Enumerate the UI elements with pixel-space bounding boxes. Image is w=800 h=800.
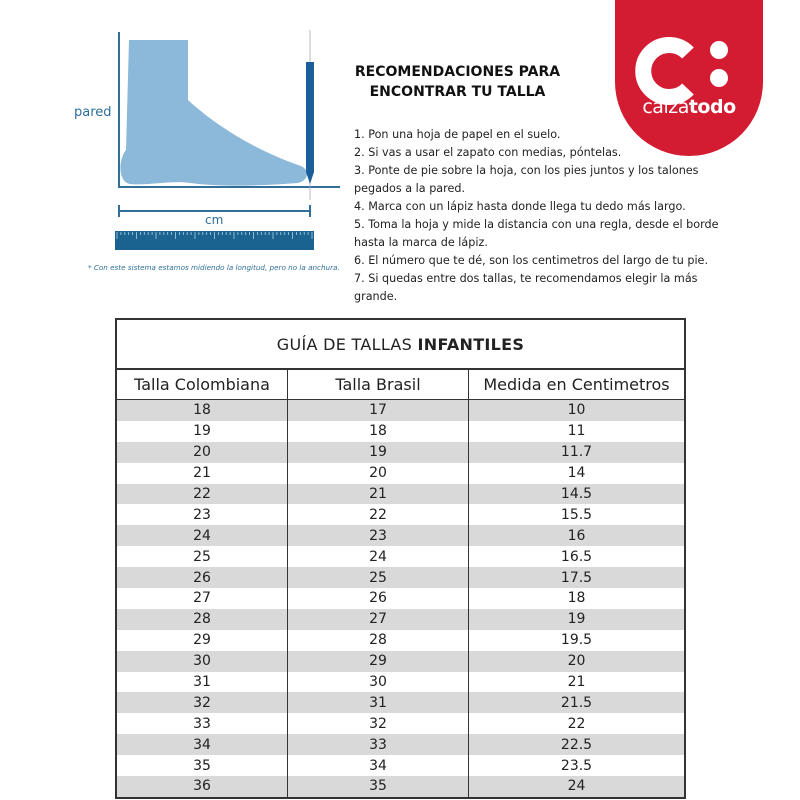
table-cell: 22 xyxy=(287,504,469,526)
table-row: 32 31 21.5 xyxy=(116,692,685,714)
table-cell: 36 xyxy=(116,776,288,798)
table-cell: 25 xyxy=(193,548,211,565)
header-talla-colombiana: Talla Colombiana xyxy=(116,369,288,400)
table-cell: 19 xyxy=(287,441,469,463)
table-row: 24 23 16 xyxy=(116,525,685,547)
table-cell: 24 xyxy=(287,546,469,568)
table-cell: 24 xyxy=(116,525,288,547)
table-cell: 26 xyxy=(287,588,469,609)
step: 1. Pon una hoja de papel en el suelo. xyxy=(354,128,561,141)
table-cell: 22.5 xyxy=(468,734,685,756)
table-cell: 21 xyxy=(287,483,469,505)
table-cell: 27 xyxy=(193,590,211,607)
header-talla-brasil: Talla Brasil xyxy=(287,369,469,400)
table-cell: 32 xyxy=(116,692,288,714)
table-row: 18 17 10 xyxy=(116,399,685,421)
table-row: 19 18 11 xyxy=(116,420,685,442)
table-cell: 18 xyxy=(116,399,288,421)
table-cell: 28 xyxy=(116,608,288,630)
table-cell: 11.7 xyxy=(468,441,685,463)
table-cell: 30 xyxy=(116,650,288,672)
step: 6. El número que te dé, son los centimet… xyxy=(354,254,709,267)
table-cell: 22 xyxy=(468,713,685,735)
table-cell: 14 xyxy=(468,462,685,484)
instructions-heading: RECOMENDACIONES PARA ENCONTRAR TU TALLA xyxy=(354,64,561,100)
table-cell: 19 xyxy=(468,608,685,630)
table-cell: 29 xyxy=(287,650,469,672)
table-cell: 32 xyxy=(287,713,469,735)
table-row: 26 25 17.5 xyxy=(116,567,685,589)
ruler-icon xyxy=(115,231,314,250)
step: 3. Ponte de pie sobre la hoja, con los p… xyxy=(354,164,699,195)
table-cell: 31 xyxy=(287,692,469,714)
table-cell: 23 xyxy=(287,525,469,547)
table-cell: 19 xyxy=(193,423,211,440)
foot-measure-diagram xyxy=(115,30,340,250)
table-row: 21 20 14 xyxy=(116,462,685,484)
table-cell: 25 xyxy=(287,567,469,589)
table-cell: 35 xyxy=(193,757,211,774)
table-row: 25 24 16.5 xyxy=(116,546,685,568)
length-label: cm xyxy=(205,213,224,227)
table-cell: 14.5 xyxy=(468,483,685,505)
table-cell: 24 xyxy=(468,776,685,798)
table-cell: 18 xyxy=(468,588,685,609)
table-cell: 11 xyxy=(468,420,685,442)
table-cell: 21.5 xyxy=(468,692,685,714)
table-cell: 18 xyxy=(287,420,469,442)
diagram-note: * Con este sistema estamos midiendo la l… xyxy=(88,263,340,272)
table-cell: 21 xyxy=(468,671,685,693)
table-cell: 17 xyxy=(287,399,469,421)
table-cell: 22 xyxy=(116,483,288,505)
table-cell: 16 xyxy=(468,525,685,547)
table-row: 35 34 23.5 xyxy=(116,755,685,777)
step: 2. Si vas a usar el zapato con medias, p… xyxy=(354,146,622,159)
table-cell: 20 xyxy=(116,441,288,463)
table-row: 33 32 22 xyxy=(116,713,685,735)
table-row: 36 35 24 xyxy=(116,776,685,798)
table-cell: 35 xyxy=(287,776,469,798)
step: 7. Si quedas entre dos tallas, te recome… xyxy=(354,272,698,303)
table-cell: 20 xyxy=(287,462,469,484)
table-cell: 10 xyxy=(468,399,685,421)
table-cell: 31 xyxy=(193,674,211,691)
table-row: 30 29 20 xyxy=(116,650,685,672)
table-row: 27 26 18 xyxy=(116,588,685,609)
size-guide-table: GUÍA DE TALLAS INFANTILES Talla Colombia… xyxy=(115,318,686,799)
table-cell: 23.5 xyxy=(468,755,685,777)
table-row: 23 22 15.5 xyxy=(116,504,685,526)
table-cell: 16.5 xyxy=(468,546,685,568)
table-cell: 34 xyxy=(287,755,469,777)
calzatodo-logo: calzatodo xyxy=(615,0,763,156)
step: 4. Marca con un lápiz hasta donde llega … xyxy=(354,200,686,213)
table-row: 22 21 14.5 xyxy=(116,483,685,505)
pencil-icon xyxy=(306,62,314,172)
table-cell: 26 xyxy=(116,567,288,589)
step: 5. Toma la hoja y mide la distancia con … xyxy=(354,218,719,249)
table-row: 20 19 11.7 xyxy=(116,441,685,463)
table-cell: 27 xyxy=(287,608,469,630)
table-row: 28 27 19 xyxy=(116,608,685,630)
table-cell: 29 xyxy=(193,632,211,649)
table-cell: 33 xyxy=(287,734,469,756)
table-cell: 33 xyxy=(193,715,211,732)
table-cell: 28 xyxy=(287,629,469,651)
table-cell: 19.5 xyxy=(468,629,685,651)
header-medida-cm: Medida en Centimetros xyxy=(468,369,685,400)
table-row: 31 30 21 xyxy=(116,671,685,693)
table-row: 29 28 19.5 xyxy=(116,629,685,651)
table-cell: 34 xyxy=(116,734,288,756)
table-cell: 21 xyxy=(193,465,211,482)
table-cell: 17.5 xyxy=(468,567,685,589)
table-row: 34 33 22.5 xyxy=(116,734,685,756)
table-cell: 15.5 xyxy=(468,504,685,526)
table-cell: 20 xyxy=(468,650,685,672)
table-title: GUÍA DE TALLAS INFANTILES xyxy=(116,319,685,370)
table-cell: 30 xyxy=(287,671,469,693)
foot-illustration xyxy=(120,40,307,186)
table-cell: 23 xyxy=(193,506,211,523)
instructions-list: 1. Pon una hoja de papel en el suelo. 2.… xyxy=(354,126,734,306)
wall-label: pared xyxy=(74,105,112,120)
